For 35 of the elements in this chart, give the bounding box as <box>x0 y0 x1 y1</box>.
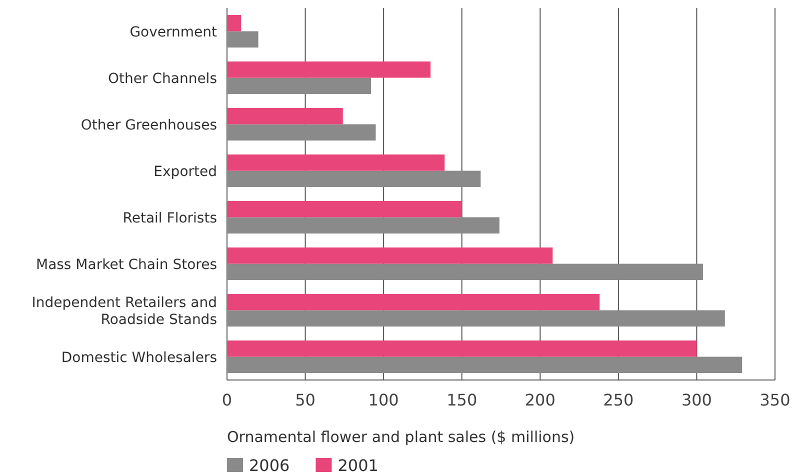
bar <box>227 294 600 310</box>
bar <box>227 247 553 264</box>
x-tick-label: 50 <box>295 390 316 410</box>
y-tick-label: Other Greenhouses <box>80 117 217 134</box>
bar <box>227 108 343 124</box>
bar <box>227 61 431 78</box>
y-tick-label: Retail Florists <box>122 210 217 226</box>
x-tick-label: 350 <box>760 390 790 410</box>
x-tick-label: 100 <box>368 390 399 410</box>
y-tick-label: Exported <box>154 164 217 180</box>
y-tick-label: Mass Market Chain Stores <box>36 256 217 273</box>
bar <box>227 217 500 234</box>
bar <box>227 170 481 188</box>
x-tick-label: 150 <box>446 390 478 410</box>
y-tick-label: Independent Retailers and Roadside Stands <box>32 294 217 328</box>
bar <box>227 14 242 32</box>
y-tick-label: Other Channels <box>108 70 217 87</box>
y-tick-label: Government <box>130 24 218 40</box>
bar <box>227 154 445 171</box>
bar <box>227 31 258 48</box>
x-tick-label: 200 <box>524 390 556 410</box>
y-tick-label: Domestic Wholesalers <box>61 350 217 366</box>
bar <box>227 356 742 374</box>
legend-label: 2001 <box>338 456 378 475</box>
bar <box>227 310 725 327</box>
bar <box>227 78 372 94</box>
bar <box>227 264 703 280</box>
x-axis-title: Ornamental flower and plant sales ($ millions) <box>227 428 575 446</box>
x-tick-label: 300 <box>681 390 712 410</box>
bar <box>227 200 462 218</box>
bar <box>227 124 376 141</box>
legend-label: 2006 <box>249 456 290 475</box>
x-tick-label: 0 <box>222 390 232 410</box>
x-tick-label: 250 <box>603 390 634 410</box>
bar <box>227 340 697 357</box>
